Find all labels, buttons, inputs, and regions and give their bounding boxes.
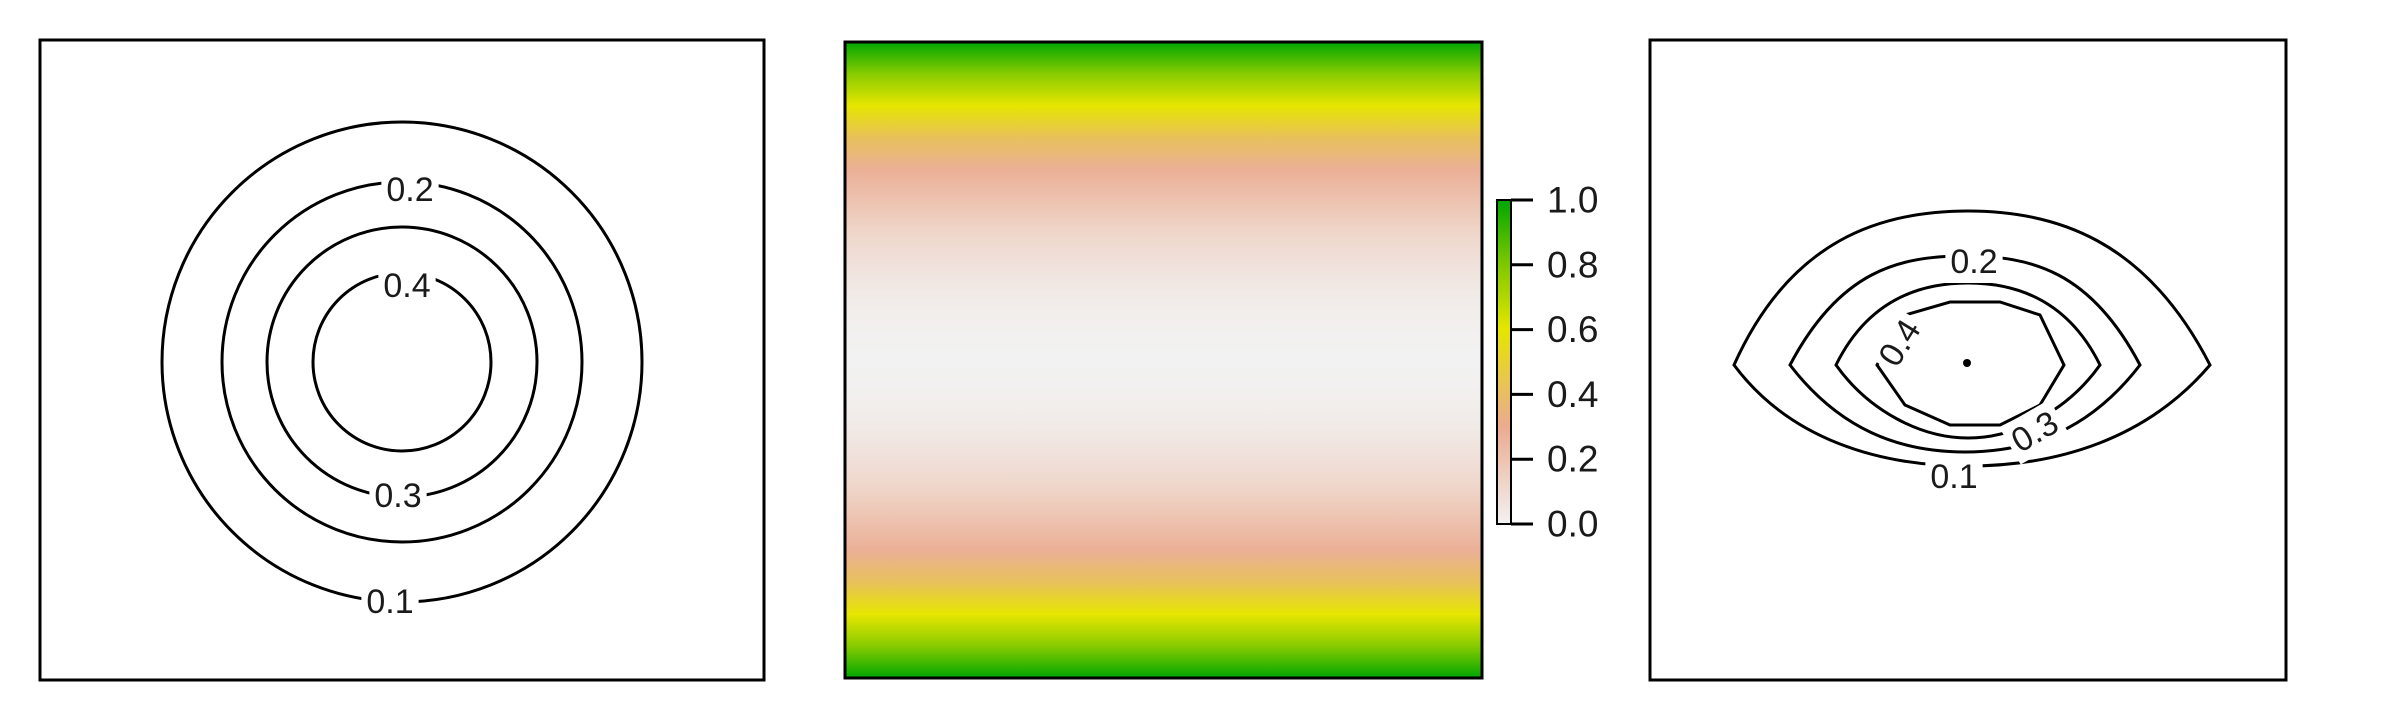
- left-contour-0.1: [160, 120, 644, 604]
- heatmap-frame: [843, 40, 1484, 680]
- colorbar-tick-label: 0.0: [1547, 504, 1598, 545]
- colorbar-border: [1496, 199, 1512, 525]
- colorbar: 0.0 0.2 0.4 0.6 0.8 1.0: [1496, 180, 1598, 545]
- colorbar-ticks: 0.0 0.2 0.4 0.6 0.8 1.0: [1511, 180, 1598, 545]
- right-contour-label-0.1: 0.1: [1930, 458, 1977, 496]
- left-contour-label-0.1: 0.1: [366, 583, 413, 621]
- colorbar-tick-label: 0.4: [1547, 374, 1598, 415]
- colorbar-tick-label: 0.6: [1547, 309, 1598, 350]
- heatmap-image: [845, 42, 1482, 678]
- left-contour-0.2: [220, 180, 584, 544]
- right-contour-0.4: [1875, 300, 2066, 427]
- right-center-point: [1963, 359, 1971, 367]
- left-contour-panel: 0.1 0.2 0.3 0.4: [38, 38, 766, 682]
- left-contour-label-0.4: 0.4: [383, 267, 430, 305]
- right-contour-0.3: [1834, 281, 2102, 440]
- left-plot-frame: [38, 38, 766, 682]
- colorbar-tick-label: 0.2: [1547, 439, 1598, 480]
- right-contour-label-0.4: 0.4: [1871, 313, 1928, 373]
- colorbar-fill: [1497, 200, 1511, 524]
- right-plot-frame: [1648, 38, 2288, 682]
- middle-heatmap-panel: 0.0 0.2 0.4 0.6 0.8 1.0: [843, 40, 1598, 680]
- left-contour-label-0.2: 0.2: [386, 171, 433, 209]
- left-contour-0.4: [311, 271, 493, 453]
- colorbar-tick-label: 0.8: [1547, 244, 1598, 285]
- left-contour-0.3: [265, 225, 539, 499]
- right-contour-label-0.2: 0.2: [1950, 243, 1997, 281]
- left-contour-label-0.3: 0.3: [374, 477, 421, 515]
- right-contour-0.2: [1788, 254, 2142, 454]
- colorbar-tick-label: 1.0: [1547, 180, 1598, 221]
- right-contour-label-0.3: 0.3: [2005, 404, 2065, 461]
- right-contour-panel: 0.1 0.2 0.3 0.4: [1648, 38, 2288, 682]
- right-contour-0.1: [1732, 209, 2212, 468]
